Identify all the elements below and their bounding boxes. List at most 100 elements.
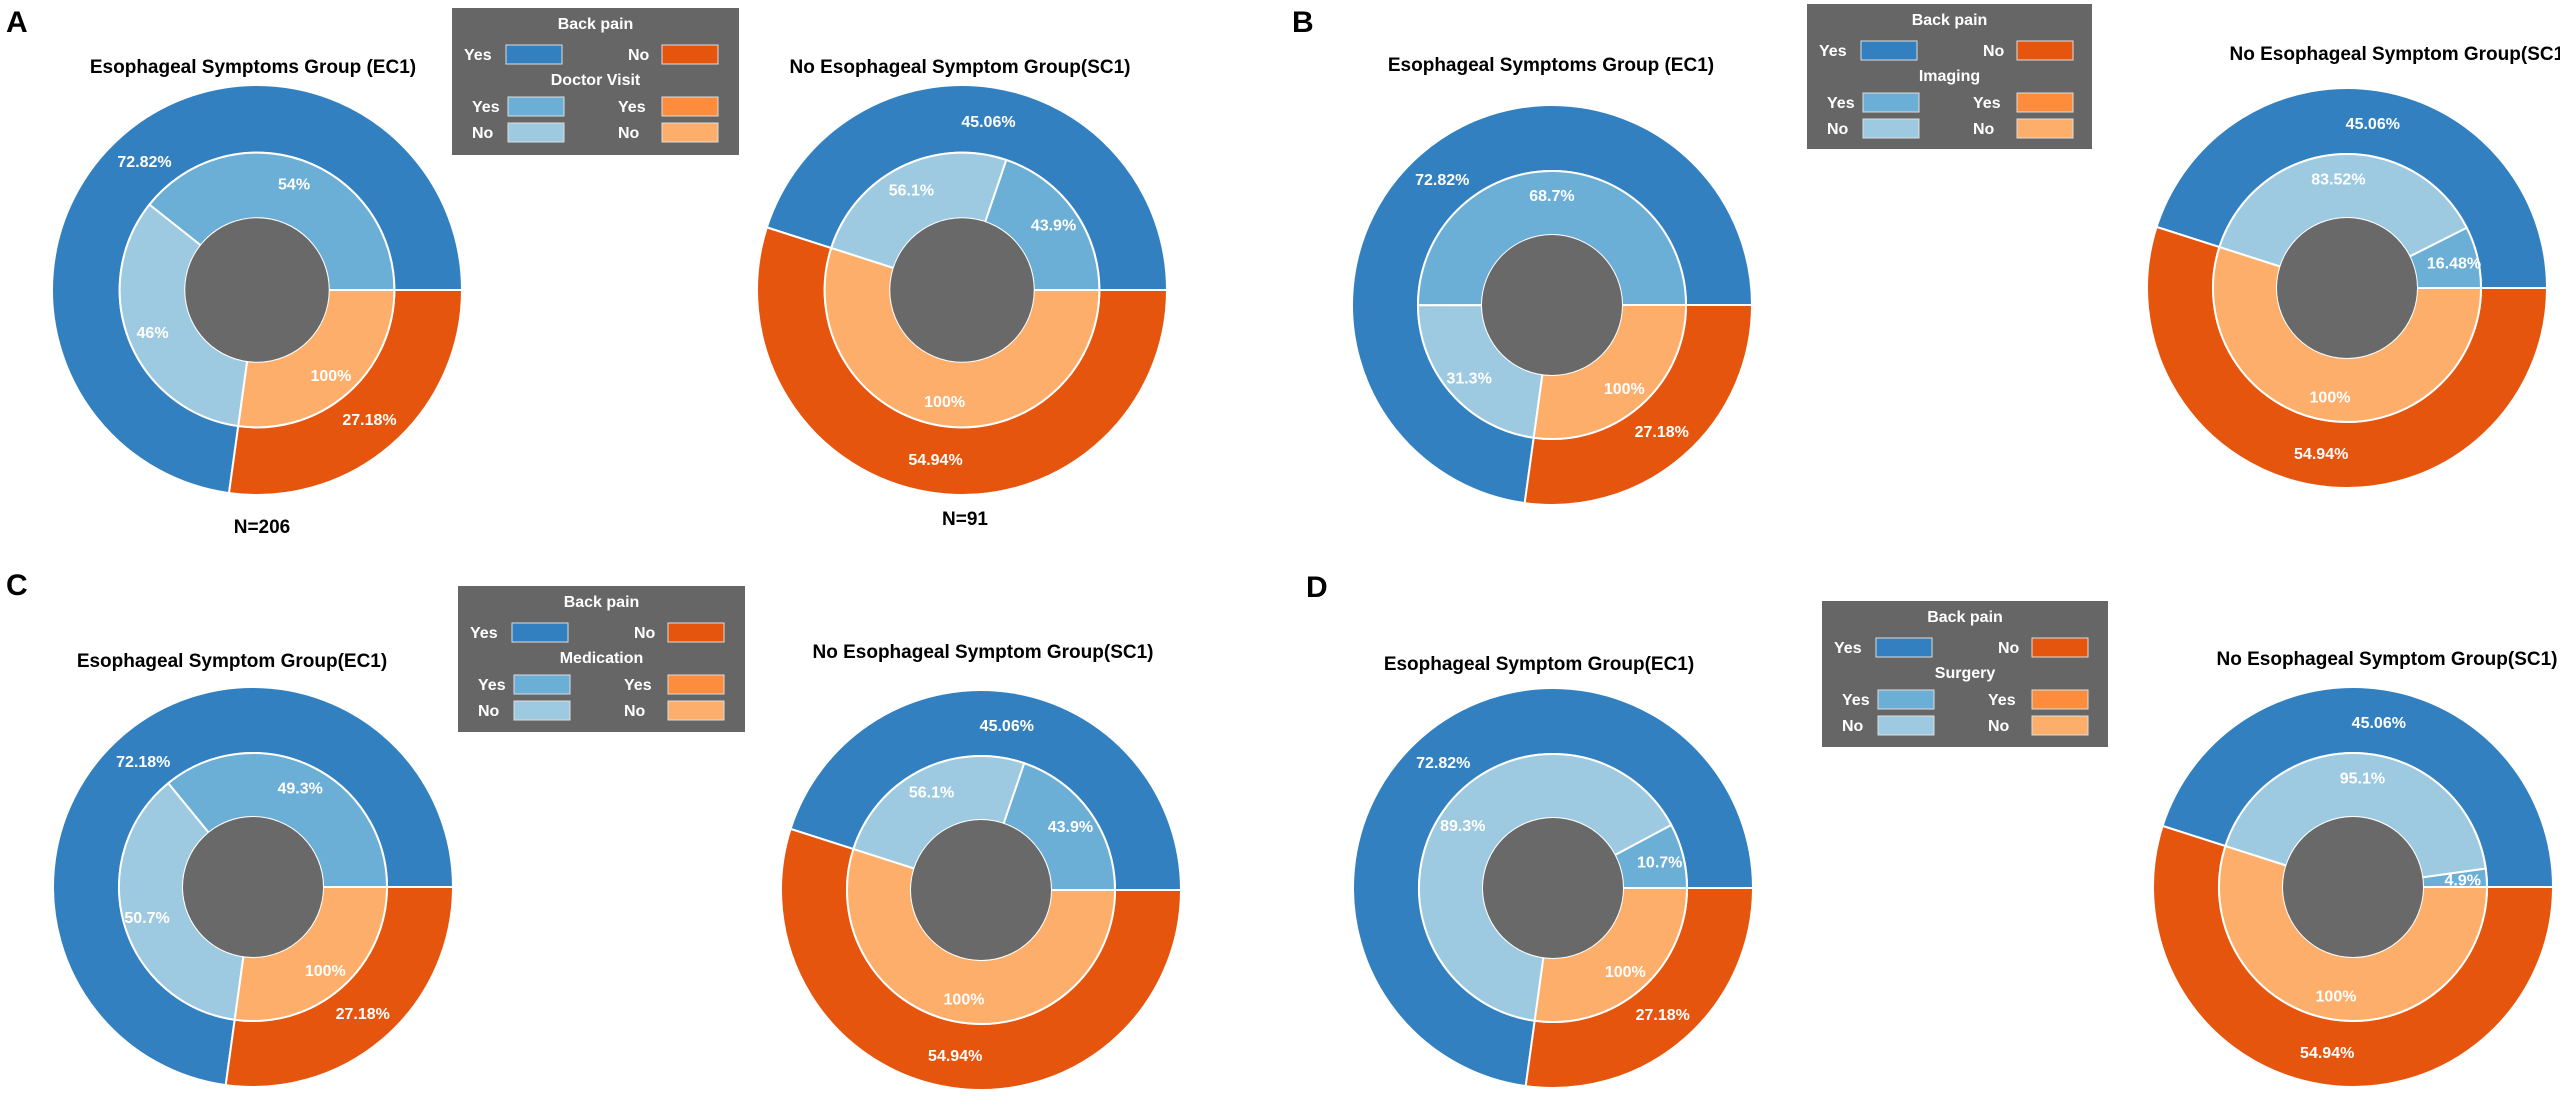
donut-chart-c-left: 72.18% 27.18% 49.3% 50.7% 100%: [52, 686, 455, 1088]
legend-swatch-no: [2031, 637, 2089, 658]
n-label-a-right: N=91: [942, 509, 988, 530]
legend-swatch-no: [2016, 40, 2074, 61]
inner-label-no-no: 100%: [2316, 989, 2357, 1006]
chart-title-a-left: Esophageal Symptoms Group (EC1): [90, 57, 416, 78]
chart-title-b-right: No Esophageal Symptom Group(SC1): [2230, 44, 2560, 65]
donut-chart-c-right: 45.06% 54.94% 43.9% 56.1% 100%: [780, 689, 1183, 1091]
legend-label-sub-yes-orange: Yes: [618, 99, 646, 116]
legend-swatch-sub-no-orange: [2016, 118, 2074, 139]
outer-label-no: 54.94%: [908, 452, 962, 469]
legend-swatch-yes: [1860, 40, 1918, 61]
donut-center: [2277, 218, 2417, 358]
legend-subtitle: Imaging: [1919, 68, 1980, 85]
legend-swatch-no: [661, 44, 719, 65]
n-label-a-left: N=206: [234, 517, 291, 538]
chart-title-c-right: No Esophageal Symptom Group(SC1): [813, 642, 1154, 663]
legend-swatch-sub-yes-blue: [507, 96, 565, 117]
inner-label-yes-yes: 49.3%: [277, 781, 322, 798]
inner-label-yes-no: 83.52%: [2311, 171, 2365, 188]
inner-label-yes-no: 46%: [137, 325, 169, 342]
legend-title: Back pain: [558, 16, 634, 33]
legend-label-sub-no-blue: No: [1827, 121, 1849, 138]
legend-swatch-sub-no-orange: [661, 122, 719, 143]
legend-label-yes: Yes: [470, 625, 498, 642]
outer-label-no: 54.94%: [2294, 446, 2348, 463]
inner-label-yes-yes: 43.9%: [1031, 217, 1076, 234]
donut-chart-b-left: 72.82% 27.18% 68.7% 31.3% 100%: [1351, 104, 1754, 506]
legend-swatch-sub-yes-blue: [1877, 689, 1935, 710]
inner-label-no-no: 100%: [310, 368, 351, 385]
legend-label-no: No: [1998, 640, 2020, 657]
outer-label-yes: 72.82%: [1416, 755, 1470, 772]
legend-label-sub-yes-blue: Yes: [472, 99, 500, 116]
donut-chart-d-right: 45.06% 54.94% 4.9% 95.1% 100%: [2152, 686, 2555, 1089]
inner-label-yes-no: 31.3%: [1446, 370, 1491, 387]
inner-label-yes-no: 95.1%: [2340, 770, 2385, 787]
legend-swatch-yes: [511, 622, 569, 643]
legend-swatch-sub-no-blue: [1877, 715, 1935, 736]
legend-swatch-sub-no-blue: [1862, 118, 1920, 139]
legend-swatch-sub-no-blue: [513, 700, 571, 721]
legend-title: Back pain: [564, 594, 640, 611]
legend-label-no: No: [628, 47, 650, 64]
legend-swatch-no: [667, 622, 725, 643]
donut-chart-d-left: 72.82% 27.18% 10.7% 89.3% 100%: [1352, 687, 1755, 1089]
inner-label-yes-no: 56.1%: [889, 182, 934, 199]
panel-letter-d: D: [1306, 571, 1328, 604]
donut-chart-b-right: 45.06% 54.94% 16.48% 83.52% 100%: [2146, 87, 2549, 490]
donut-center: [890, 218, 1034, 362]
inner-label-yes-yes: 10.7%: [1637, 854, 1682, 871]
legend-label-sub-yes-blue: Yes: [478, 677, 506, 694]
legend-label-sub-yes-orange: Yes: [624, 677, 652, 694]
outer-label-yes: 45.06%: [980, 718, 1034, 735]
legend-swatch-sub-yes-orange: [661, 96, 719, 117]
outer-label-yes: 45.06%: [2352, 715, 2406, 732]
legend-subtitle: Doctor Visit: [551, 72, 641, 89]
legend-label-sub-yes-blue: Yes: [1827, 95, 1855, 112]
legend-subtitle: Medication: [560, 650, 644, 667]
legend-label-sub-no-blue: No: [1842, 718, 1864, 735]
outer-label-yes: 45.06%: [961, 114, 1015, 131]
donut-chart-a-left: 72.82% 27.18% 54% 46% 100%: [51, 84, 464, 496]
outer-label-no: 27.18%: [336, 1006, 390, 1023]
chart-title-c-left: Esophageal Symptom Group(EC1): [77, 651, 387, 672]
legend-swatch-sub-yes-orange: [2031, 689, 2089, 710]
legend-label-yes: Yes: [1834, 640, 1862, 657]
donut-chart-a-right: 45.06% 54.94% 43.9% 56.1% 100%: [756, 84, 1169, 496]
legend-label-sub-yes-orange: Yes: [1988, 692, 2016, 709]
inner-label-yes-yes: 68.7%: [1529, 188, 1574, 205]
legend-c: Back pain Yes No Medication Yes Yes No No: [458, 586, 745, 732]
legend-swatch-sub-no-orange: [2031, 715, 2089, 736]
legend-swatch-sub-yes-orange: [667, 674, 725, 695]
outer-label-no: 54.94%: [2300, 1045, 2354, 1062]
inner-slice-yes-no: [2224, 752, 2487, 879]
legend-swatch-yes: [505, 44, 563, 65]
donut-center: [911, 820, 1051, 960]
outer-label-yes: 72.82%: [1415, 172, 1469, 189]
inner-label-yes-yes: 43.9%: [1048, 819, 1093, 836]
legend-a: Back pain Yes No Doctor Visit Yes Yes No No: [452, 8, 739, 155]
legend-title: Back pain: [1912, 12, 1988, 29]
donut-center: [1483, 818, 1623, 958]
inner-label-no-no: 100%: [944, 992, 985, 1009]
chart-title-d-left: Esophageal Symptom Group(EC1): [1384, 654, 1694, 675]
legend-swatch-sub-no-blue: [507, 122, 565, 143]
panel-letter-c: C: [6, 569, 28, 602]
legend-title: Back pain: [1927, 609, 2003, 626]
legend-swatch-yes: [1875, 637, 1933, 658]
legend-swatch-sub-yes-blue: [1862, 92, 1920, 113]
outer-label-no: 27.18%: [1636, 1007, 1690, 1024]
inner-label-yes-yes: 54%: [278, 177, 310, 194]
inner-label-yes-no: 50.7%: [124, 910, 169, 927]
legend-swatch-sub-no-orange: [667, 700, 725, 721]
legend-swatch-sub-yes-blue: [513, 674, 571, 695]
inner-label-no-no: 100%: [1604, 381, 1645, 398]
donut-center: [1482, 235, 1622, 375]
inner-label-no-no: 100%: [305, 963, 346, 980]
inner-label-yes-yes: 16.48%: [2427, 256, 2481, 273]
outer-label-no: 27.18%: [342, 412, 396, 429]
chart-title-a-right: No Esophageal Symptom Group(SC1): [790, 57, 1131, 78]
inner-label-yes-yes: 4.9%: [2445, 872, 2481, 889]
